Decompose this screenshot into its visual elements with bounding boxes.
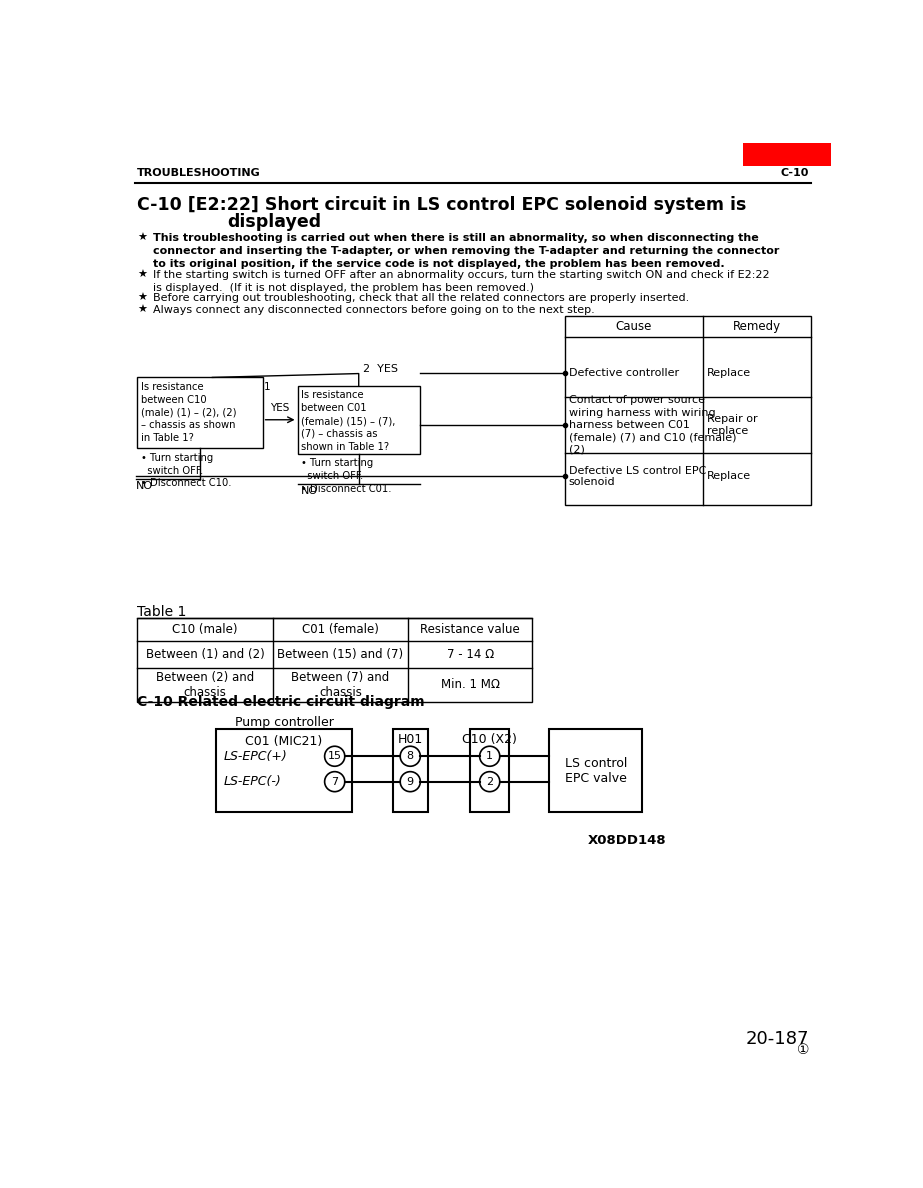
Text: X08DD148: X08DD148 [588, 834, 666, 847]
Text: This troubleshooting is carried out when there is still an abnormality, so when : This troubleshooting is carried out when… [152, 233, 779, 268]
Text: Between (15) and (7): Between (15) and (7) [278, 647, 403, 661]
Text: 7 - 14 Ω: 7 - 14 Ω [447, 647, 494, 661]
Text: Pump controller: Pump controller [234, 716, 334, 729]
Text: Table 1: Table 1 [138, 605, 186, 619]
Bar [565, 316, 811, 505]
Text: Remedy: Remedy [733, 320, 781, 333]
Circle shape [325, 746, 345, 766]
Text: 20-187: 20-187 [746, 1030, 809, 1048]
Text: Defective controller: Defective controller [569, 368, 679, 379]
Text: Min. 1 MΩ: Min. 1 MΩ [441, 678, 500, 691]
Text: 1: 1 [264, 381, 270, 392]
Text: 7: 7 [331, 777, 338, 786]
Text: Replace: Replace [707, 368, 750, 379]
Text: • Turn starting
  switch OFF.
• Disconnect C10.: • Turn starting switch OFF. • Disconnect… [141, 453, 232, 488]
Circle shape [480, 772, 499, 791]
Text: Replace: Replace [707, 472, 750, 481]
Text: Resistance value: Resistance value [421, 623, 521, 636]
Bar [216, 729, 352, 813]
Text: Is resistance
between C10
(male) (1) – (2), (2)
– chassis as shown
in Table 1?: Is resistance between C10 (male) (1) – (… [141, 383, 236, 443]
Text: H01: H01 [398, 733, 423, 746]
Text: LS control
EPC valve: LS control EPC valve [565, 757, 627, 785]
Bar [393, 729, 427, 813]
Text: • Turn starting
  switch OFF.
• Disconnect C01.: • Turn starting switch OFF. • Disconnect… [302, 459, 392, 494]
Circle shape [401, 772, 420, 791]
Circle shape [480, 746, 499, 766]
Text: 15: 15 [328, 751, 342, 762]
Bar [743, 143, 831, 165]
Text: ★: ★ [138, 305, 147, 315]
Text: NO: NO [136, 481, 152, 491]
Text: 2: 2 [486, 777, 493, 786]
Text: Contact of power source
wiring harness with wiring
harness between C01
(female) : Contact of power source wiring harness w… [569, 396, 737, 455]
Text: Defective LS control EPC
solenoid: Defective LS control EPC solenoid [569, 466, 706, 487]
Text: C-10 [E2:22] Short circuit in LS control EPC solenoid system is: C-10 [E2:22] Short circuit in LS control… [138, 196, 747, 215]
Text: Always connect any disconnected connectors before going on to the next step.: Always connect any disconnected connecto… [152, 305, 594, 315]
Text: ★: ★ [138, 233, 147, 242]
Text: Repair or
replace: Repair or replace [707, 413, 758, 436]
Bar [138, 618, 533, 702]
Circle shape [401, 746, 420, 766]
Text: Is resistance
between C01
(female) (15) – (7),
(7) – chassis as
shown in Table 1: Is resistance between C01 (female) (15) … [302, 391, 396, 451]
Bar [471, 729, 509, 813]
Text: ①: ① [797, 1043, 809, 1057]
Bar [297, 386, 420, 454]
Bar [138, 378, 263, 448]
Text: ★: ★ [138, 292, 147, 303]
Text: Between (7) and
chassis: Between (7) and chassis [292, 671, 390, 699]
Text: 1: 1 [486, 751, 493, 762]
Text: C01 (MIC21): C01 (MIC21) [246, 735, 322, 748]
Text: If the starting switch is turned OFF after an abnormality occurs, turn the start: If the starting switch is turned OFF aft… [152, 270, 769, 292]
Text: Before carrying out troubleshooting, check that all the related connectors are p: Before carrying out troubleshooting, che… [152, 292, 689, 303]
Text: Between (2) and
chassis: Between (2) and chassis [156, 671, 254, 699]
Bar [549, 729, 642, 813]
Text: C10 (male): C10 (male) [172, 623, 237, 636]
Text: TROUBLESHOOTING: TROUBLESHOOTING [138, 168, 261, 178]
Text: 2  YES: 2 YES [364, 364, 399, 373]
Text: C-10 Related electric circuit diagram: C-10 Related electric circuit diagram [138, 695, 425, 709]
Text: Between (1) and (2): Between (1) and (2) [146, 647, 264, 661]
Text: C-10: C-10 [781, 168, 809, 178]
Text: LS-EPC(-): LS-EPC(-) [224, 775, 282, 788]
Text: C10 (X2): C10 (X2) [462, 733, 517, 746]
Circle shape [325, 772, 345, 791]
Text: 8: 8 [407, 751, 414, 762]
Text: ★: ★ [138, 270, 147, 279]
Text: C01 (female): C01 (female) [302, 623, 379, 636]
Text: Cause: Cause [616, 320, 652, 333]
Text: LS-EPC(+): LS-EPC(+) [224, 750, 288, 763]
Text: YES: YES [270, 403, 290, 413]
Text: displayed: displayed [228, 213, 322, 230]
Text: 9: 9 [407, 777, 414, 786]
Text: NO: NO [302, 486, 318, 495]
